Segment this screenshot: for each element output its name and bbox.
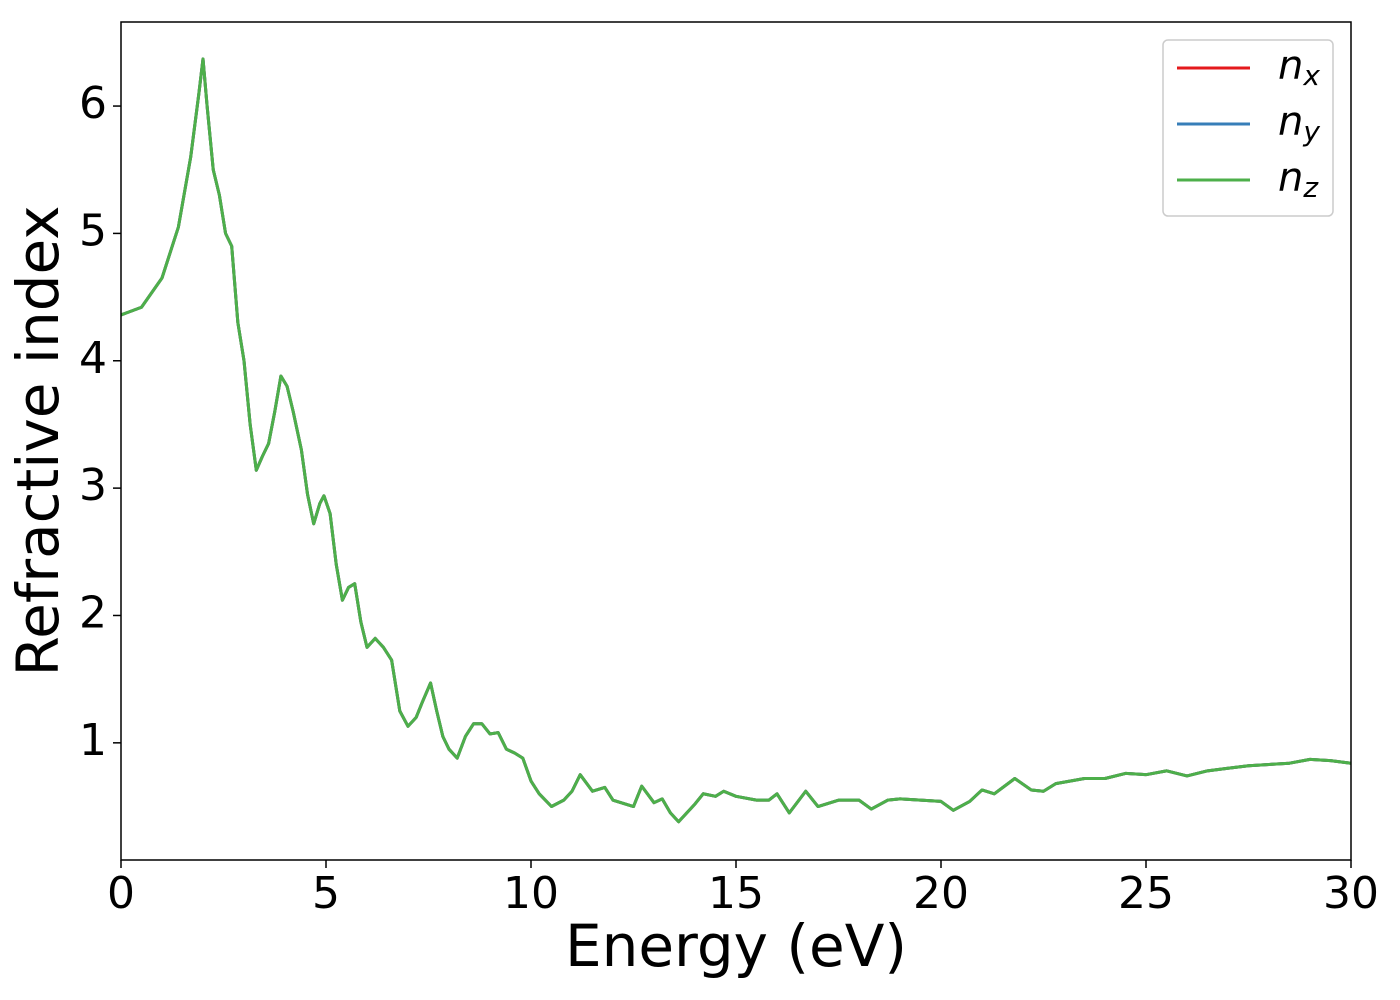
x-tick-label: 0	[107, 868, 135, 919]
legend-name: n	[1278, 155, 1303, 201]
plot-frame	[120, 21, 1352, 861]
y-tick-label: 2	[79, 587, 107, 638]
legend-label: nz	[1278, 155, 1319, 204]
legend-name: n	[1278, 99, 1303, 145]
legend-label: ny	[1278, 99, 1320, 148]
x-axis-label: Energy (eV)	[565, 912, 907, 980]
y-tick-label: 3	[79, 460, 107, 511]
legend-subscript: y	[1302, 115, 1320, 148]
y-tick-label: 1	[79, 715, 107, 766]
x-tick-label: 30	[1323, 868, 1379, 919]
x-tick-label: 10	[503, 868, 559, 919]
legend-name: n	[1278, 43, 1303, 89]
legend-subscript: z	[1302, 171, 1319, 204]
legend-box	[1162, 39, 1334, 217]
y-tick-label: 6	[79, 78, 107, 129]
series-line	[120, 57, 1352, 824]
y-axis-label: Refractive index	[4, 205, 72, 676]
y-tick-label: 5	[79, 205, 107, 256]
x-tick-label: 20	[913, 868, 969, 919]
x-tick-label: 25	[1118, 868, 1174, 919]
legend-label: nx	[1278, 43, 1320, 92]
y-tick-label: 4	[79, 333, 107, 384]
legend-subscript: x	[1302, 59, 1320, 92]
x-tick-label: 15	[708, 868, 764, 919]
x-tick-label: 5	[312, 868, 340, 919]
